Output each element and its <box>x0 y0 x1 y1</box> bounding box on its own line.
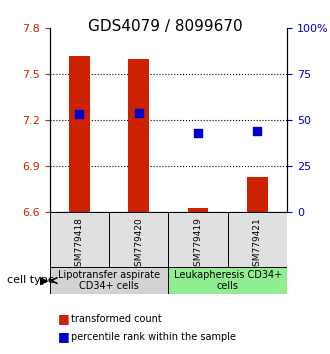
Bar <box>69 56 90 212</box>
Text: GSM779419: GSM779419 <box>193 217 203 272</box>
Point <box>136 110 141 115</box>
FancyBboxPatch shape <box>168 212 228 267</box>
Point <box>195 130 201 136</box>
Text: GSM779418: GSM779418 <box>75 217 84 272</box>
Text: GDS4079 / 8099670: GDS4079 / 8099670 <box>88 19 242 34</box>
Text: ▶: ▶ <box>40 275 49 285</box>
Bar <box>187 208 209 212</box>
Text: Lipotransfer aspirate
CD34+ cells: Lipotransfer aspirate CD34+ cells <box>58 270 160 291</box>
Point <box>255 128 260 134</box>
Text: cell type: cell type <box>7 275 54 285</box>
Point <box>77 112 82 117</box>
Text: Leukapheresis CD34+
cells: Leukapheresis CD34+ cells <box>174 270 282 291</box>
Text: transformed count: transformed count <box>71 314 162 324</box>
Text: GSM779421: GSM779421 <box>253 217 262 272</box>
Text: ■: ■ <box>58 331 70 343</box>
Bar <box>247 177 268 212</box>
FancyBboxPatch shape <box>168 267 287 294</box>
Text: GSM779420: GSM779420 <box>134 217 143 272</box>
FancyBboxPatch shape <box>109 212 168 267</box>
FancyBboxPatch shape <box>50 212 109 267</box>
FancyBboxPatch shape <box>228 212 287 267</box>
Bar <box>128 59 149 212</box>
Text: ■: ■ <box>58 312 70 325</box>
FancyBboxPatch shape <box>50 267 168 294</box>
Text: percentile rank within the sample: percentile rank within the sample <box>71 332 236 342</box>
